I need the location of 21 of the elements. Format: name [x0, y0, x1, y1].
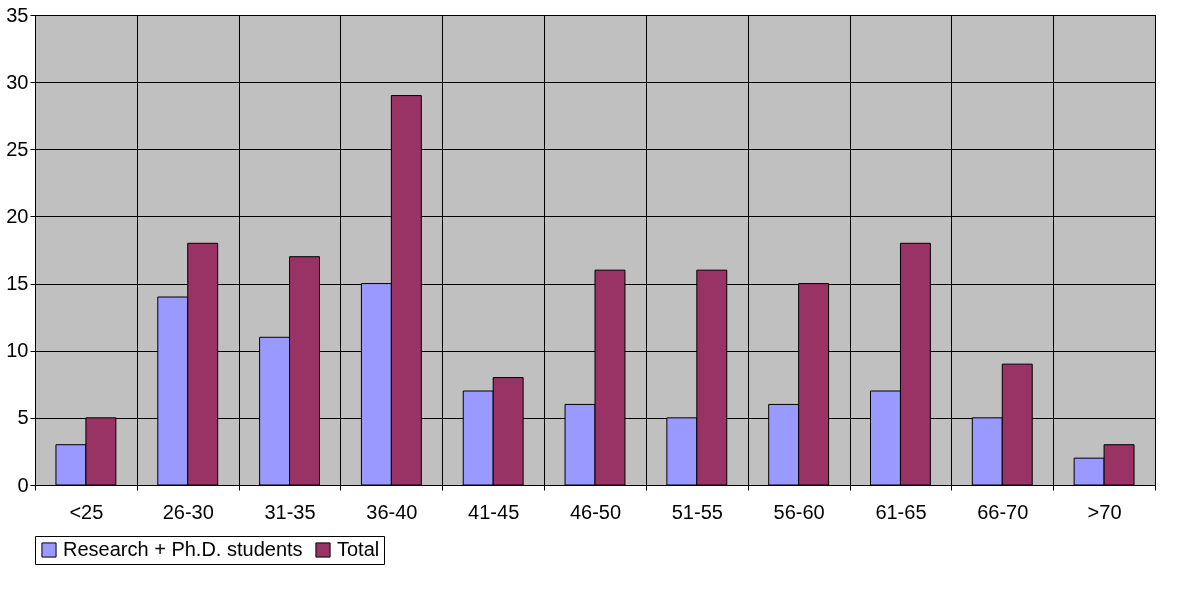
x-tick-label: 26-30: [162, 500, 214, 523]
x-tick-label: 46-50: [569, 500, 622, 523]
x-tick-label: <25: [69, 500, 104, 523]
y-tick-label: 10: [6, 339, 29, 362]
x-tick-label: 66-70: [977, 500, 1029, 523]
y-tick-label: 15: [6, 272, 29, 295]
x-tick-label: 41-45: [468, 500, 520, 523]
legend-label: Total: [337, 538, 380, 560]
y-tick-label: 5: [17, 406, 29, 429]
x-tick-label: 51-55: [671, 500, 723, 523]
y-tick-label: 30: [6, 70, 29, 93]
y-tick-label: 35: [6, 3, 29, 26]
x-tick-label: 36-40: [366, 500, 418, 523]
y-tick-label: 0: [17, 473, 29, 496]
x-tick-label: 56-60: [773, 500, 825, 523]
y-tick-label: 20: [6, 204, 29, 227]
y-tick-label: 25: [6, 137, 29, 160]
x-tick-label: 61-65: [875, 500, 927, 523]
x-tick-label: >70: [1087, 500, 1122, 523]
x-tick-label: 31-35: [264, 500, 316, 523]
legend-label: Research + Ph.D. students: [63, 538, 303, 560]
